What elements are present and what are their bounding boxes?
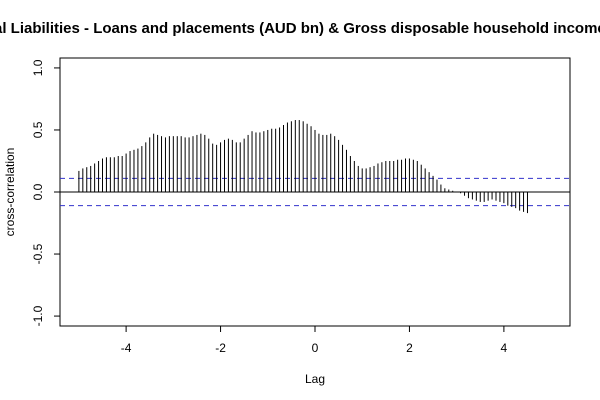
x-tick-label: 0 [312, 341, 319, 355]
y-tick-label: 1.0 [31, 59, 45, 76]
y-tick-label: 0.5 [31, 121, 45, 138]
x-tick-label: 2 [406, 341, 413, 355]
ccf-bars [78, 120, 528, 214]
y-tick-label: 0.0 [31, 183, 45, 200]
x-tick-label: -4 [121, 341, 132, 355]
chart-title: al Liabilities - Loans and placements (A… [0, 20, 600, 37]
y-tick-label: -0.5 [31, 243, 45, 264]
y-tick-label: -1.0 [31, 305, 45, 326]
x-tick-label: 4 [501, 341, 508, 355]
x-tick-label: -2 [215, 341, 226, 355]
y-axis-label: cross-correlation [3, 148, 17, 237]
x-axis: -4 -2 0 2 4 [121, 326, 508, 355]
y-axis: -1.0 -0.5 0.0 0.5 1.0 [31, 59, 60, 326]
x-axis-label: Lag [305, 372, 325, 386]
